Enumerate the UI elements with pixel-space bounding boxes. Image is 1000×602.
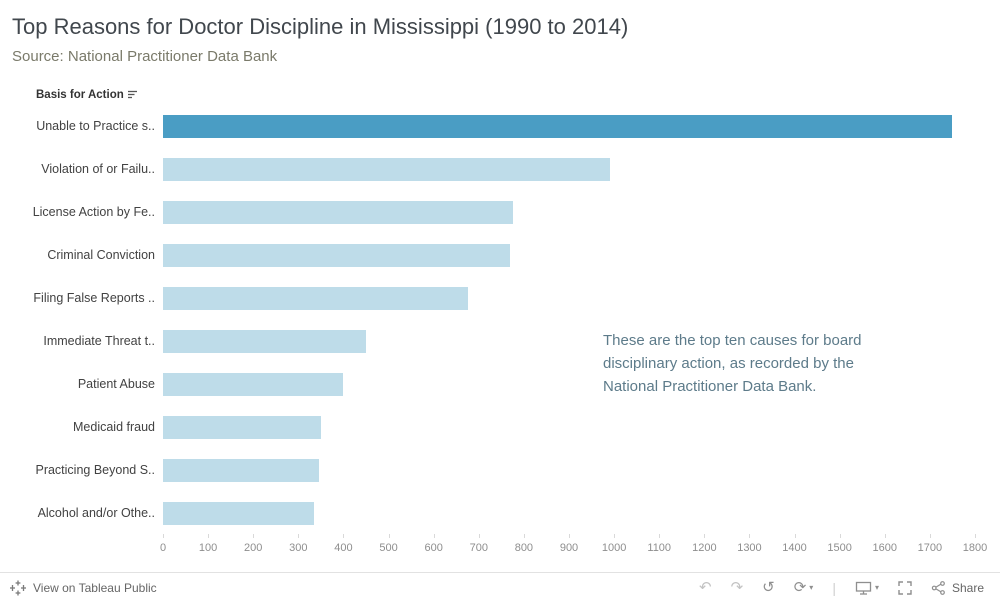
refresh-button[interactable]: ⟳ ▾ <box>794 580 814 595</box>
x-tick-label: 1500 <box>827 542 852 554</box>
chart-title: Top Reasons for Doctor Discipline in Mis… <box>12 14 629 39</box>
x-tick <box>253 534 255 538</box>
x-tick-label: 1400 <box>782 542 807 554</box>
category-label[interactable]: Alcohol and/or Othe.. <box>37 506 155 520</box>
toolbar: View on Tableau Public ↶ ↷ ↺ ⟳ ▾ | ▾ <box>0 572 1000 602</box>
category-label[interactable]: Patient Abuse <box>77 377 155 391</box>
bar[interactable] <box>163 502 314 525</box>
bar-chart: Unable to Practice s.. Violation of or Fa… <box>0 105 1000 535</box>
bar[interactable] <box>163 244 510 267</box>
x-tick <box>704 534 706 538</box>
x-tick <box>343 534 345 538</box>
x-tick-label: 1000 <box>601 542 627 554</box>
category-label[interactable]: Medicaid fraud <box>73 420 155 434</box>
bar-row: Unable to Practice s.. <box>0 105 1000 148</box>
share-button[interactable]: Share <box>931 581 984 595</box>
x-tick-label: 200 <box>244 542 263 554</box>
x-tick <box>839 534 841 538</box>
x-tick-label: 1800 <box>962 542 988 554</box>
category-label[interactable]: Immediate Threat t.. <box>43 334 155 348</box>
column-header[interactable]: Basis for Action <box>36 89 139 101</box>
bar-row: Medicaid fraud <box>0 406 1000 449</box>
column-header-label: Basis for Action <box>36 89 124 101</box>
bar-row: License Action by Fe.. <box>0 191 1000 234</box>
view-on-tableau-label: View on Tableau Public <box>33 580 157 595</box>
sort-icon <box>127 90 137 99</box>
bar-row: Immediate Threat t.. <box>0 320 1000 363</box>
bar[interactable] <box>163 201 513 224</box>
x-tick-label: 300 <box>289 542 308 554</box>
x-axis: 0 100 200 300 400 500 600 700 800 900 1000 1100 1200… <box>0 534 1000 560</box>
category-label[interactable]: Filing False Reports .. <box>33 291 155 305</box>
view-on-tableau-link[interactable]: View on Tableau Public <box>10 580 157 596</box>
x-tick <box>163 534 164 538</box>
bar-row: Criminal Conviction <box>0 234 1000 277</box>
x-tick-label: 900 <box>559 542 579 554</box>
category-label[interactable]: Practicing Beyond S.. <box>35 463 155 477</box>
x-tick <box>749 534 751 538</box>
fullscreen-icon[interactable] <box>898 580 912 595</box>
bar[interactable] <box>163 459 319 482</box>
x-tick <box>208 534 210 538</box>
chart-subtitle: Source: National Practitioner Data Bank <box>12 48 278 65</box>
reset-icon[interactable]: ↺ <box>762 579 775 596</box>
x-tick-label: 600 <box>424 542 443 554</box>
x-tick-label: 1600 <box>872 542 898 554</box>
share-icon <box>931 580 945 595</box>
x-tick <box>523 534 525 538</box>
bar[interactable] <box>163 287 468 310</box>
toolbar-separator: | <box>832 579 836 596</box>
caret-down-icon: ▾ <box>809 583 814 592</box>
share-label: Share <box>951 580 984 595</box>
category-label[interactable]: Violation of or Failu.. <box>41 162 155 176</box>
x-tick-label: 1100 <box>647 542 672 554</box>
x-tick <box>298 534 300 538</box>
x-tick <box>794 534 796 538</box>
bar-row: Practicing Beyond S.. <box>0 449 1000 492</box>
redo-icon[interactable]: ↷ <box>730 579 744 596</box>
bar-row: Filing False Reports .. <box>0 277 1000 320</box>
x-tick-label: 800 <box>514 542 534 554</box>
refresh-icon: ⟳ <box>793 579 807 596</box>
x-tick-label: 700 <box>469 542 488 554</box>
bar[interactable] <box>163 158 610 181</box>
x-tick-label: 1300 <box>737 542 762 554</box>
toolbar-actions: ↶ ↷ ↺ ⟳ ▾ | ▾ <box>699 580 984 596</box>
download-button[interactable]: ▾ <box>855 581 879 595</box>
category-label[interactable]: Unable to Practice s.. <box>36 119 155 133</box>
bar[interactable] <box>163 330 366 353</box>
x-tick-label: 100 <box>198 542 218 554</box>
x-tick <box>388 534 390 538</box>
bar-row: Patient Abuse <box>0 363 1000 406</box>
bar-row: Alcohol and/or Othe.. <box>0 492 1000 535</box>
x-tick <box>433 534 435 538</box>
x-tick-label: 1700 <box>917 542 943 554</box>
x-tick-label: 500 <box>379 542 398 554</box>
x-tick <box>975 534 976 538</box>
category-label[interactable]: License Action by Fe.. <box>32 205 155 219</box>
category-label[interactable]: Criminal Conviction <box>47 248 155 262</box>
x-tick <box>929 534 931 538</box>
x-tick <box>884 534 886 538</box>
x-tick-label: 0 <box>159 542 167 554</box>
annotation-text: These are the top ten causes for board d… <box>603 332 862 395</box>
x-tick <box>659 534 661 538</box>
undo-icon[interactable]: ↶ <box>698 579 712 596</box>
bar-row: Violation of or Failu.. <box>0 148 1000 191</box>
x-tick-label: 400 <box>334 542 353 554</box>
x-tick-label: 1200 <box>692 542 717 554</box>
x-tick <box>614 534 616 538</box>
tableau-logo-icon <box>10 580 26 595</box>
bar[interactable] <box>163 416 321 439</box>
caret-down-icon: ▾ <box>874 583 879 592</box>
bar[interactable] <box>163 115 952 138</box>
bar[interactable] <box>163 373 343 396</box>
x-tick <box>478 534 480 538</box>
display-icon <box>855 581 872 595</box>
x-tick <box>569 534 570 538</box>
